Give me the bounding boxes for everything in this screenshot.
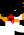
Bar [12, 18, 13, 19]
Text: Switch: Switch [0, 0, 24, 29]
Text: Relay 1: Relay 1 [14, 5, 24, 34]
Bar [3, 30, 18, 33]
Bar [8, 17, 14, 22]
Bar [12, 11, 13, 12]
Text: 87a: 87a [0, 0, 24, 18]
Bar [4, 2, 9, 6]
Text: 87a: 87a [0, 0, 24, 11]
Bar [8, 10, 14, 15]
Text: Battery 12v: Battery 12v [0, 11, 24, 35]
Text: 30: 30 [0, 3, 22, 21]
Text: Lowbeam: Lowbeam [0, 0, 24, 2]
Text: 30: 30 [0, 0, 22, 14]
Text: 86: 86 [0, 0, 20, 11]
Text: 85: 85 [1, 0, 24, 11]
Text: -: - [0, 0, 18, 35]
Bar [9, 1, 15, 6]
Text: Highbeam: Highbeam [0, 0, 24, 2]
Text: BackLight: BackLight [0, 0, 24, 4]
Circle shape [12, 4, 13, 5]
Text: Relay 2: Relay 2 [14, 0, 24, 27]
Text: 87: 87 [0, 1, 22, 19]
Circle shape [12, 2, 13, 3]
Text: 86: 86 [0, 0, 20, 18]
Text: Headlight: Headlight [15, 0, 24, 25]
Text: 87: 87 [0, 0, 22, 12]
Text: 85: 85 [1, 0, 24, 18]
Text: Ground: Ground [0, 0, 24, 4]
Text: 30a fuse: 30a fuse [12, 7, 24, 35]
